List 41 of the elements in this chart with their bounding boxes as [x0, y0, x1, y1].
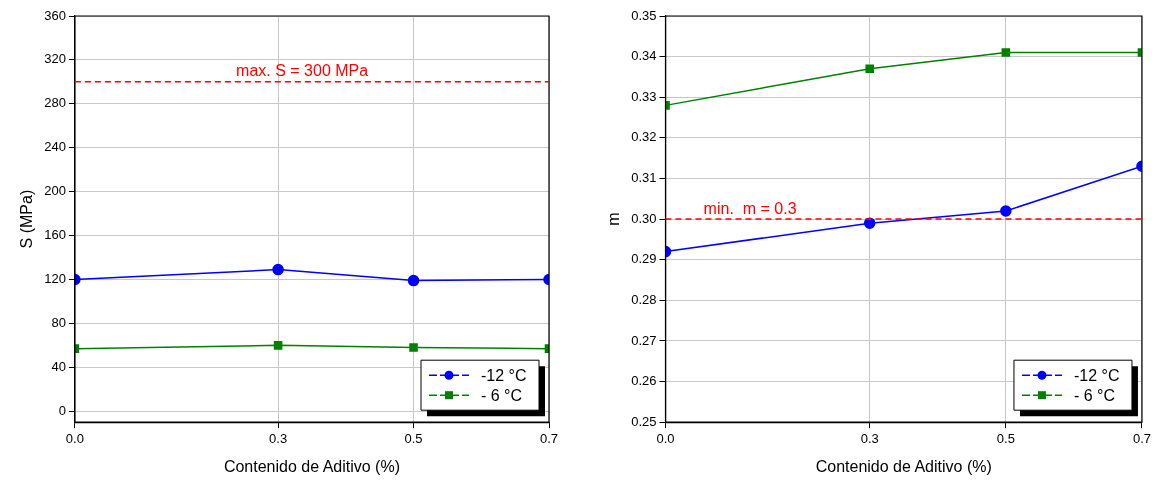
- y-tick-label: 360: [44, 7, 66, 23]
- x-tick-label: 0.3: [269, 430, 288, 446]
- y-tick-label: 120: [44, 271, 66, 287]
- y-tick-label: 0.30: [631, 210, 657, 226]
- y-tick-label: 0.26: [631, 373, 657, 389]
- x-tick-label: 0.0: [65, 430, 84, 446]
- x-tick-label: 0.5: [404, 430, 423, 446]
- y-tick-label: 160: [44, 227, 66, 243]
- y-tick-label: 0.35: [631, 7, 657, 23]
- legend-label: - 6 °C: [481, 386, 523, 404]
- y-tick-label: 0.25: [631, 413, 657, 429]
- y-tick-label: 40: [51, 358, 66, 374]
- y-tick-label: 0.31: [631, 170, 657, 186]
- y-tick-label: 320: [44, 51, 66, 67]
- point: [865, 64, 874, 74]
- x-tick-label: 0.7: [1132, 430, 1151, 446]
- legend-label: -12 °C: [1073, 366, 1120, 384]
- y-tick-label: 280: [44, 95, 66, 111]
- y-tick-label: 200: [44, 183, 66, 199]
- legend-label: -12 °C: [481, 366, 527, 384]
- y-tick-label: 0.33: [631, 88, 657, 104]
- y-tick-label: 0.34: [631, 48, 657, 64]
- x-tick-label: 0.7: [539, 430, 559, 446]
- ref-line-label: max. S = 300 MPa: [236, 62, 369, 80]
- y-tick-label: 240: [44, 139, 66, 155]
- y-tick-label: 0.28: [631, 291, 657, 307]
- x-axis-title: Contenido de Aditivo (%): [223, 457, 400, 475]
- x-tick-label: 0.3: [860, 430, 879, 446]
- y-tick-label: 80: [51, 314, 66, 330]
- y-tick-label: 0.29: [631, 251, 657, 267]
- x-tick-label: 0.5: [996, 430, 1015, 446]
- point: [409, 343, 418, 352]
- y-axis-title: m: [605, 212, 623, 226]
- y-axis-title: S (MPa): [18, 189, 36, 249]
- y-tick-label: 0: [58, 402, 66, 418]
- x-axis-title: Contenido de Aditivo (%): [815, 457, 992, 475]
- y-tick-label: 0.27: [631, 332, 657, 348]
- y-tick-label: 0.32: [631, 129, 657, 145]
- x-tick-label: 0.0: [656, 430, 675, 446]
- ref-line-label: min. m = 0.3: [703, 199, 797, 217]
- legend-label: - 6 °C: [1073, 386, 1116, 404]
